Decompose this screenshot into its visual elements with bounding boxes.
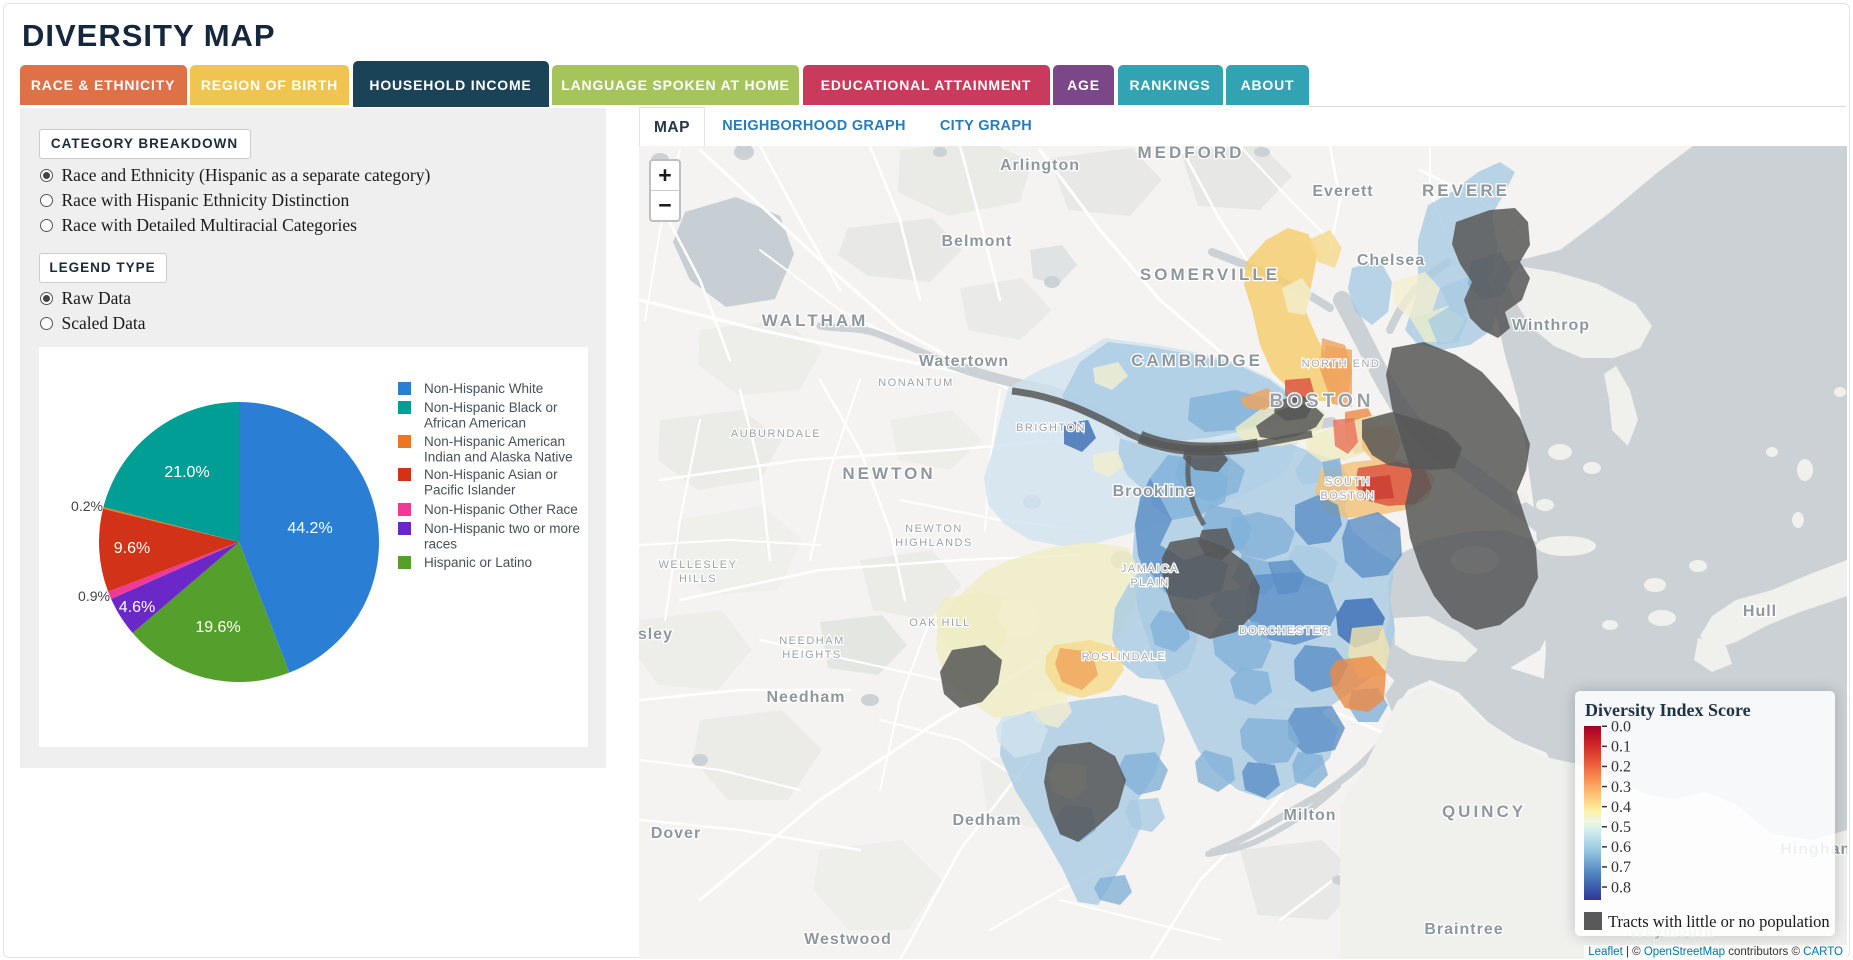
svg-text:Tracts with little or no popul: Tracts with little or no population bbox=[1608, 912, 1830, 931]
svg-text:NONANTUM: NONANTUM bbox=[878, 377, 954, 389]
svg-text:0.2%: 0.2% bbox=[71, 498, 103, 514]
svg-text:0.3: 0.3 bbox=[1611, 779, 1631, 796]
svg-text:Dover: Dover bbox=[651, 825, 701, 842]
svg-text:BOSTON: BOSTON bbox=[1320, 490, 1375, 502]
svg-text:0.2: 0.2 bbox=[1611, 759, 1631, 776]
svg-text:Winthrop: Winthrop bbox=[1512, 317, 1590, 334]
svg-text:HILLS: HILLS bbox=[679, 573, 717, 585]
svg-text:WALTHAM: WALTHAM bbox=[762, 311, 869, 330]
svg-text:Belmont: Belmont bbox=[942, 233, 1013, 250]
svg-text:44.2%: 44.2% bbox=[287, 520, 332, 537]
svg-text:Braintree: Braintree bbox=[1424, 921, 1503, 938]
svg-text:19.6%: 19.6% bbox=[195, 619, 240, 636]
svg-text:JAMAICA: JAMAICA bbox=[1121, 563, 1179, 575]
svg-text:African American: African American bbox=[424, 415, 526, 430]
svg-text:Non-Hispanic Other Race: Non-Hispanic Other Race bbox=[424, 502, 578, 517]
svg-text:HIGHLANDS: HIGHLANDS bbox=[895, 537, 973, 549]
svg-text:Indian and Alaska Native: Indian and Alaska Native bbox=[424, 449, 573, 464]
svg-text:QUINCY: QUINCY bbox=[1442, 802, 1526, 821]
svg-text:0.5: 0.5 bbox=[1611, 819, 1631, 836]
svg-text:Brookline: Brookline bbox=[1113, 483, 1196, 500]
svg-text:Hull: Hull bbox=[1743, 603, 1777, 620]
svg-text:0.0: 0.0 bbox=[1611, 719, 1631, 736]
svg-text:Milton: Milton bbox=[1283, 807, 1336, 824]
svg-text:0.1: 0.1 bbox=[1611, 739, 1631, 756]
svg-text:0.8: 0.8 bbox=[1611, 879, 1631, 896]
svg-text:Non-Hispanic Asian or: Non-Hispanic Asian or bbox=[424, 467, 558, 482]
svg-text:BRIGHTON: BRIGHTON bbox=[1016, 422, 1086, 434]
svg-text:0.6: 0.6 bbox=[1611, 839, 1631, 856]
svg-text:Non-Hispanic White: Non-Hispanic White bbox=[424, 381, 543, 396]
svg-text:Needham: Needham bbox=[766, 689, 845, 706]
svg-text:Arlington: Arlington bbox=[1000, 157, 1080, 174]
svg-text:Hispanic or Latino: Hispanic or Latino bbox=[424, 555, 532, 570]
svg-text:REVERE: REVERE bbox=[1422, 181, 1510, 200]
svg-text:Chelsea: Chelsea bbox=[1357, 252, 1425, 269]
svg-text:races: races bbox=[424, 536, 457, 551]
svg-text:Non-Hispanic two or more: Non-Hispanic two or more bbox=[424, 521, 580, 536]
svg-text:0.7: 0.7 bbox=[1611, 859, 1631, 876]
svg-text:DORCHESTER: DORCHESTER bbox=[1239, 625, 1331, 637]
svg-text:Westwood: Westwood bbox=[804, 931, 892, 948]
svg-text:0.4: 0.4 bbox=[1611, 799, 1631, 816]
svg-text:SOMERVILLE: SOMERVILLE bbox=[1140, 265, 1280, 284]
svg-text:9.6%: 9.6% bbox=[113, 540, 149, 557]
svg-text:Dedham: Dedham bbox=[952, 812, 1021, 829]
svg-text:ROSLINDALE: ROSLINDALE bbox=[1082, 651, 1167, 663]
svg-text:NORTH END: NORTH END bbox=[1302, 358, 1381, 370]
svg-text:HEIGHTS: HEIGHTS bbox=[782, 649, 841, 661]
svg-text:NEWTON: NEWTON bbox=[842, 464, 935, 483]
svg-text:MEDFORD: MEDFORD bbox=[1138, 146, 1245, 162]
svg-text:NEWTON: NEWTON bbox=[905, 523, 963, 535]
svg-text:0.9%: 0.9% bbox=[78, 588, 110, 604]
svg-text:AUBURNDALE: AUBURNDALE bbox=[731, 428, 821, 440]
svg-text:Non-Hispanic American: Non-Hispanic American bbox=[424, 434, 565, 449]
svg-text:OAK HILL: OAK HILL bbox=[909, 617, 971, 629]
svg-text:Non-Hispanic Black or: Non-Hispanic Black or bbox=[424, 400, 558, 415]
svg-text:SOUTH: SOUTH bbox=[1325, 476, 1371, 488]
svg-text:PLAIN: PLAIN bbox=[1130, 577, 1169, 589]
svg-text:Watertown: Watertown bbox=[919, 353, 1009, 370]
svg-text:WELLESLEY: WELLESLEY bbox=[659, 559, 738, 571]
svg-text:Pacific Islander: Pacific Islander bbox=[424, 482, 516, 497]
svg-text:CAMBRIDGE: CAMBRIDGE bbox=[1131, 351, 1263, 370]
svg-text:llesley: llesley bbox=[639, 626, 673, 643]
svg-text:NEEDHAM: NEEDHAM bbox=[779, 635, 845, 647]
svg-text:Everett: Everett bbox=[1312, 183, 1373, 200]
svg-text:4.6%: 4.6% bbox=[118, 599, 154, 616]
svg-text:21.0%: 21.0% bbox=[164, 464, 209, 481]
svg-text:BOSTON: BOSTON bbox=[1270, 391, 1375, 412]
